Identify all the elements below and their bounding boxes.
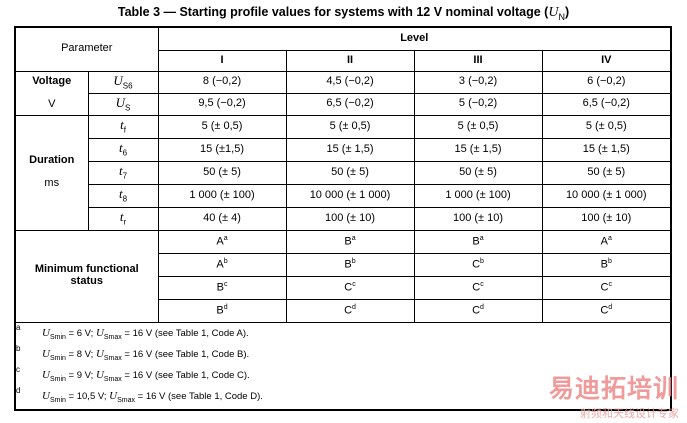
watermark-subtitle: 射频和天线设计专家 (580, 407, 679, 420)
table-row: Bc Cc Cc Cc (15, 275, 672, 300)
level-header: Level (157, 26, 672, 51)
value-cell: 40 (± 4) (157, 206, 287, 231)
parameter-header: Parameter (14, 26, 159, 72)
footnotes: a USmin = 6 V; USmax = 16 V (see Table 1… (14, 321, 672, 411)
us6-symbol: US6 (87, 70, 159, 94)
table-row: Minimum functional status Aa Ba Ba Aa (14, 229, 672, 323)
value-cell: 50 (± 5) (541, 160, 672, 185)
value-cell: 15 (± 1,5) (541, 137, 672, 162)
t7-symbol: t7 (87, 160, 159, 185)
table-row: Duration ms tf 5 (± 0,5) 5 (± 0,5) 5 (± 0… (14, 114, 672, 231)
value-cell: 1 000 (± 100) (413, 183, 543, 208)
title-suffix: ) (564, 5, 570, 19)
title-prefix: Table 3 — Starting profile values for sy… (117, 5, 549, 19)
value-cell: 5 (± 0,5) (541, 114, 672, 139)
t6-symbol: t6 (87, 137, 159, 162)
value-cell: 100 (± 10) (541, 206, 672, 231)
footnote-c: c USmin = 9 V; USmax = 16 V (see Table 1… (16, 364, 250, 383)
title-symbol: UN (548, 5, 565, 22)
status-cell: Cc (285, 275, 415, 300)
status-cell: Bb (541, 252, 672, 277)
value-cell: 1 000 (± 100) (157, 183, 287, 208)
value-cell: 100 (± 10) (413, 206, 543, 231)
value-cell: 50 (± 5) (413, 160, 543, 185)
value-cell: 5 (± 0,5) (157, 114, 287, 139)
watermark-title: 易迪拓培训 (548, 374, 679, 403)
value-cell: 50 (± 5) (285, 160, 415, 185)
value-cell: 10 000 (± 1 000) (541, 183, 672, 208)
status-label: Minimum functional status (14, 229, 159, 323)
status-cell: Cd (285, 298, 415, 323)
t8-symbol: t8 (87, 183, 159, 208)
table-row: Ab Bb Cb Bb (15, 252, 672, 277)
level-iii-header: III (413, 49, 543, 72)
status-cell: Ab (157, 252, 287, 277)
us-symbol: US (87, 92, 159, 116)
profile-table: Parameter Level I II III IV Voltage V US6… (14, 26, 673, 411)
value-cell: 4,5 (−0,2) (285, 70, 415, 94)
level-i-header: I (157, 49, 287, 72)
status-cell: Bb (285, 252, 415, 277)
duration-label: Duration ms (14, 114, 89, 231)
table-row: US 9,5 (−0,2) 6,5 (−0,2) 5 (−0,2) 6,5 (−… (15, 92, 672, 116)
value-cell: 15 (±1,5) (157, 137, 287, 162)
table-row: tr 40 (± 4) 100 (± 10) 100 (± 10) 100 (±… (15, 206, 672, 231)
value-cell: 15 (± 1,5) (413, 137, 543, 162)
value-cell: 9,5 (−0,2) (157, 92, 287, 116)
status-cell: Ba (413, 229, 543, 254)
status-cell: Cd (541, 298, 672, 323)
footnote-d: d USmin = 10,5 V; USmax = 16 V (see Tabl… (16, 385, 263, 404)
table-title: Table 3 — Starting profile values for sy… (0, 5, 687, 22)
value-cell: 50 (± 5) (157, 160, 287, 185)
status-cell: Ba (285, 229, 415, 254)
value-cell: 6 (−0,2) (541, 70, 672, 94)
status-cell: Cb (413, 252, 543, 277)
status-cell: Cc (413, 275, 543, 300)
tf-symbol: tf (87, 114, 159, 139)
table-row: t7 50 (± 5) 50 (± 5) 50 (± 5) 50 (± 5) (15, 160, 672, 185)
value-cell: 8 (−0,2) (157, 70, 287, 94)
value-cell: 10 000 (± 1 000) (285, 183, 415, 208)
level-iv-header: IV (541, 49, 672, 72)
value-cell: 5 (± 0,5) (413, 114, 543, 139)
voltage-label: Voltage V (14, 70, 89, 116)
status-cell: Bd (157, 298, 287, 323)
status-cell: Aa (157, 229, 287, 254)
footnote-a: a USmin = 6 V; USmax = 16 V (see Table 1… (16, 322, 249, 341)
footnotes-row: a USmin = 6 V; USmax = 16 V (see Table 1… (14, 321, 672, 411)
value-cell: 15 (± 1,5) (285, 137, 415, 162)
table-row: Voltage V US6 8 (−0,2) 4,5 (−0,2) 3 (−0,2… (14, 70, 672, 116)
value-cell: 6,5 (−0,2) (285, 92, 415, 116)
value-cell: 5 (−0,2) (413, 92, 543, 116)
value-cell: 100 (± 10) (285, 206, 415, 231)
level-ii-header: II (285, 49, 415, 72)
status-cell: Cc (541, 275, 672, 300)
footnote-b: b USmin = 8 V; USmax = 16 V (see Table 1… (16, 343, 250, 362)
value-cell: 6,5 (−0,2) (541, 92, 672, 116)
status-cell: Cd (413, 298, 543, 323)
value-cell: 3 (−0,2) (413, 70, 543, 94)
status-cell: Bc (157, 275, 287, 300)
table-row: t8 1 000 (± 100) 10 000 (± 1 000) 1 000 … (15, 183, 672, 208)
status-cell: Aa (541, 229, 672, 254)
tr-symbol: tr (87, 206, 159, 231)
table-row: t6 15 (±1,5) 15 (± 1,5) 15 (± 1,5) 15 (±… (15, 137, 672, 162)
watermark: 易迪拓培训 射频和天线设计专家 (549, 369, 679, 421)
value-cell: 5 (± 0,5) (285, 114, 415, 139)
